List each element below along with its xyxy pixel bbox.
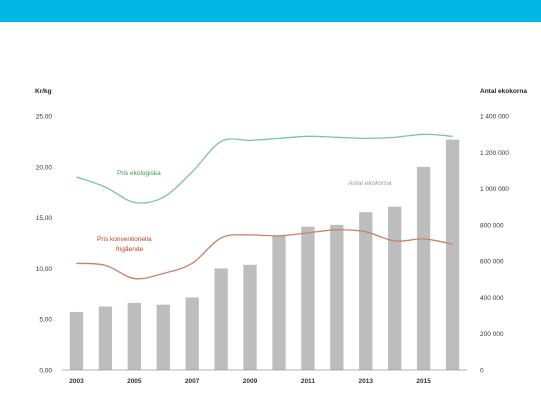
bar [127, 302, 141, 370]
x-tick-label: 2007 [185, 378, 200, 385]
y-left-tick-label: 0,00 [39, 368, 52, 375]
bar [272, 235, 286, 370]
bar [359, 212, 373, 370]
bar [330, 224, 344, 370]
y-right-tick-label: 0 [480, 368, 484, 375]
conv-series-label-line2: frigående [116, 245, 143, 253]
bar [445, 139, 460, 370]
header-accent-bar [0, 0, 541, 22]
bar-series [69, 139, 460, 370]
bar [301, 226, 315, 370]
x-tick-label: 2011 [301, 378, 315, 385]
y-right-tick-label: 1 000 000 [480, 186, 509, 193]
bar [416, 166, 431, 370]
y-right-axis-title: Antal ekokorna [480, 88, 527, 95]
line-series-group [76, 133, 453, 280]
chart-container: Kr/kg Antal ekokorna 25,00 20,00 15,00 10,0… [0, 52, 541, 394]
x-ticks: 2003 2005 2007 2009 2011 2013 2015 [62, 369, 467, 385]
bar [69, 311, 84, 370]
y-right-tick-label: 600 000 [480, 259, 504, 266]
combo-chart: Kr/kg Antal ekokorna 25,00 20,00 15,00 10,0… [35, 88, 527, 385]
y-left-tick-label: 20,00 [36, 164, 53, 171]
bar [388, 206, 402, 370]
bar [243, 264, 257, 370]
bar [214, 268, 228, 370]
x-tick-label: 2015 [416, 378, 431, 385]
y-left-tick-label: 10,00 [36, 266, 53, 273]
x-tick-label: 2005 [127, 378, 142, 385]
x-tick-label: 2013 [359, 378, 374, 385]
x-tick-label: 2003 [69, 378, 84, 385]
conv-price-line [76, 229, 453, 280]
y-left-ticks: 25,00 20,00 15,00 10,00 5,00 0,00 [36, 114, 53, 375]
y-left-tick-label: 25,00 [36, 114, 53, 121]
x-tick-label: 2009 [243, 378, 258, 385]
eco-series-label: Pris ekologiska [117, 170, 161, 177]
conv-series-label-line1: Pris konventionella [97, 236, 152, 243]
bar [185, 297, 199, 370]
y-right-tick-label: 1 200 000 [480, 150, 509, 157]
y-left-tick-label: 5,00 [39, 317, 52, 324]
y-left-axis-title: Kr/kg [35, 88, 52, 95]
y-right-tick-label: 1 400 000 [480, 114, 509, 121]
bar [98, 306, 113, 370]
bar-series-label: Antal ekokorna [347, 180, 392, 187]
eco-price-line [76, 133, 453, 204]
bar [156, 304, 170, 370]
y-left-tick-label: 15,00 [36, 215, 53, 222]
y-right-tick-label: 800 000 [480, 222, 504, 229]
y-right-tick-label: 200 000 [480, 331, 504, 338]
y-right-ticks: 1 400 000 1 200 000 1 000 000 800 000 600 00… [480, 114, 509, 375]
y-right-tick-label: 400 000 [480, 295, 504, 302]
